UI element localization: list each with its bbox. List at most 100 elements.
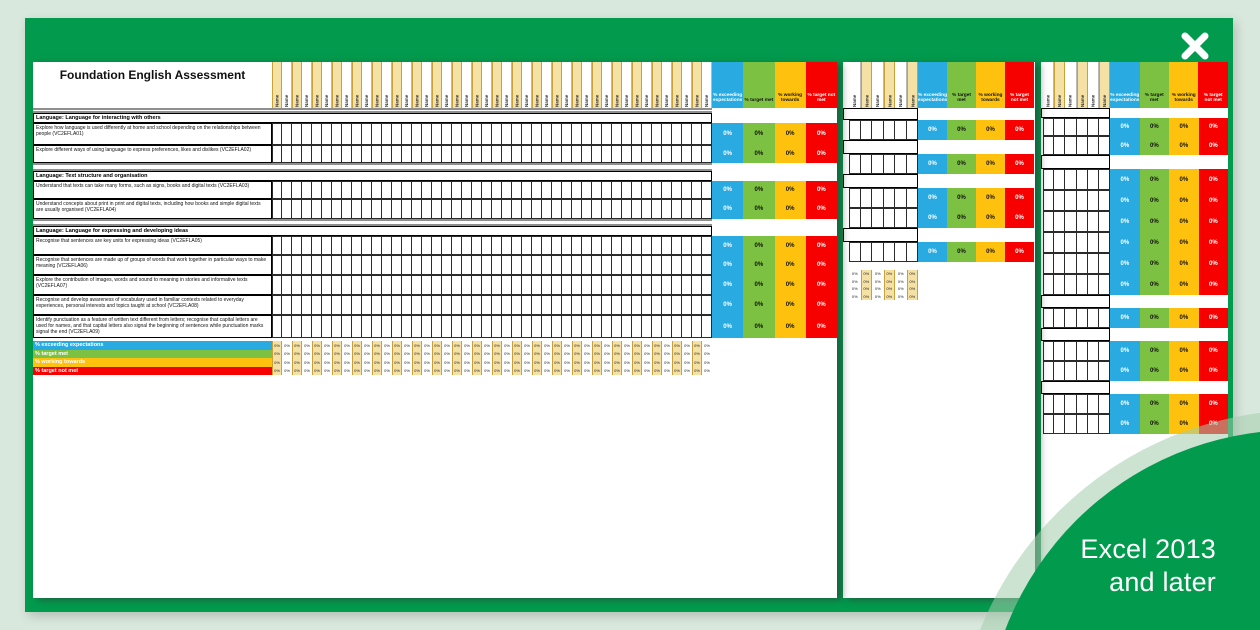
name-column-header: Name bbox=[582, 62, 592, 108]
name-column-header: Name bbox=[872, 62, 884, 108]
grid-cell bbox=[672, 181, 682, 199]
grid-cell bbox=[1043, 308, 1055, 328]
grid-cell bbox=[462, 145, 472, 163]
name-column-header: Name bbox=[622, 62, 632, 108]
grid-cell bbox=[422, 275, 432, 295]
summary-value-cell: 0% bbox=[1139, 169, 1170, 190]
summary-value-cell: 0% bbox=[805, 275, 837, 295]
name-column-header: Name bbox=[562, 62, 572, 108]
name-label-vertical: Name bbox=[674, 94, 680, 107]
close-button[interactable] bbox=[1173, 26, 1217, 66]
grid-cell bbox=[542, 145, 552, 163]
grid-cell bbox=[322, 275, 332, 295]
name-label-vertical: Name bbox=[1067, 94, 1073, 107]
grid-cell bbox=[542, 181, 552, 199]
grid-cell bbox=[1054, 211, 1066, 232]
grid-cell bbox=[1098, 232, 1111, 253]
grid-cell bbox=[1065, 169, 1077, 190]
name-label-vertical: Name bbox=[1057, 94, 1063, 107]
grid-cell bbox=[432, 295, 442, 315]
grid-cell bbox=[392, 236, 402, 255]
assessment-row: 0%0%0%0% bbox=[1041, 169, 1228, 190]
legend-percent-cell: 0% bbox=[392, 366, 402, 375]
summary-value-cell: 0% bbox=[1169, 341, 1199, 361]
legend-percent-cell: 0% bbox=[362, 341, 372, 350]
legend-percent-cell: 0% bbox=[442, 358, 452, 367]
legend-percent-cell: 0% bbox=[512, 366, 522, 375]
grid-cell bbox=[532, 315, 542, 338]
grid-cell bbox=[512, 199, 522, 219]
grid-cell bbox=[562, 199, 572, 219]
grid-cell bbox=[662, 199, 672, 219]
assessment-row: Recognise and develop awareness of vocab… bbox=[33, 295, 837, 315]
summary-value-cell: 0% bbox=[1005, 188, 1034, 208]
name-column-header: Name bbox=[895, 62, 907, 108]
grid-cell bbox=[692, 236, 702, 255]
legend-percent-cell: 0% bbox=[652, 358, 662, 367]
percent-cell: 0% bbox=[895, 292, 907, 300]
grid-cell bbox=[522, 145, 532, 163]
name-label-vertical: Name bbox=[484, 94, 489, 107]
name-label-vertical: Name bbox=[909, 94, 915, 107]
summary-value-cell: 0% bbox=[712, 275, 744, 295]
legend-percent-cell: 0% bbox=[372, 349, 382, 358]
legend-percent-cell: 0% bbox=[522, 349, 532, 358]
name-label-vertical: Name bbox=[1045, 94, 1051, 107]
section-heading bbox=[1041, 381, 1111, 394]
legend-percent-cell: 0% bbox=[562, 358, 572, 367]
legend-percent-cell: 0% bbox=[502, 341, 512, 350]
grid-cell bbox=[642, 123, 652, 145]
grid-cell bbox=[522, 199, 532, 219]
legend-percent-cell: 0% bbox=[422, 341, 432, 350]
grid-cell bbox=[1098, 341, 1111, 361]
name-column-header: Name bbox=[542, 62, 552, 108]
name-column-header: Name bbox=[642, 62, 652, 108]
grid-cell bbox=[392, 199, 402, 219]
grid-cell bbox=[282, 236, 292, 255]
grid-cell bbox=[582, 275, 592, 295]
legend-percent-cell: 0% bbox=[482, 341, 492, 350]
summary-value-cell: 0% bbox=[1169, 361, 1199, 381]
grid-cell bbox=[452, 123, 462, 145]
legend-percent-cell: 0% bbox=[512, 341, 522, 350]
grid-cell bbox=[1087, 253, 1099, 274]
grid-cell bbox=[512, 315, 522, 338]
legend-percent-cell: 0% bbox=[412, 366, 422, 375]
summary-value-cell: 0% bbox=[1198, 211, 1228, 232]
legend-percent-cell: 0% bbox=[622, 366, 632, 375]
grid-cell bbox=[702, 181, 712, 199]
grid-cell bbox=[422, 145, 432, 163]
section-heading-label: Language: Text structure and organisatio… bbox=[36, 173, 148, 179]
legend-percent-cell: 0% bbox=[362, 349, 372, 358]
summary-value-cell: 0% bbox=[1198, 118, 1228, 136]
grid-cell bbox=[592, 275, 602, 295]
summary-value-cell: 0% bbox=[1198, 136, 1228, 155]
grid-cell bbox=[472, 275, 482, 295]
grid-cell bbox=[312, 255, 322, 275]
name-column-header: Name bbox=[392, 62, 402, 108]
grid-cell bbox=[1043, 341, 1055, 361]
name-column-header: Name bbox=[860, 62, 872, 108]
legend-percent-cell: 0% bbox=[592, 341, 602, 350]
grid-cell bbox=[422, 181, 432, 199]
legend-percent-cell: 0% bbox=[472, 358, 482, 367]
summary-value-cell: 0% bbox=[918, 208, 947, 228]
grid-cell bbox=[602, 236, 612, 255]
assessment-row: Recognise that sentences are made up of … bbox=[33, 255, 837, 275]
summary-value-cell: 0% bbox=[712, 123, 744, 145]
name-label-vertical: Name bbox=[851, 94, 857, 107]
grid-cell bbox=[572, 236, 582, 255]
legend-percent-cell: 0% bbox=[672, 341, 682, 350]
grid-cell bbox=[572, 275, 582, 295]
summary-header-2: % working towards bbox=[976, 62, 1005, 108]
grid-cell bbox=[372, 315, 382, 338]
grid-cell bbox=[1043, 232, 1055, 253]
legend-percent-cell: 0% bbox=[422, 366, 432, 375]
grid-cell bbox=[682, 315, 692, 338]
legend-percent-cell: 0% bbox=[402, 341, 412, 350]
grid-cell bbox=[652, 145, 662, 163]
legend-percent-cell: 0% bbox=[452, 349, 462, 358]
section-divider bbox=[33, 163, 712, 171]
legend-percent-cell: 0% bbox=[602, 341, 612, 350]
grid-cell bbox=[432, 145, 442, 163]
